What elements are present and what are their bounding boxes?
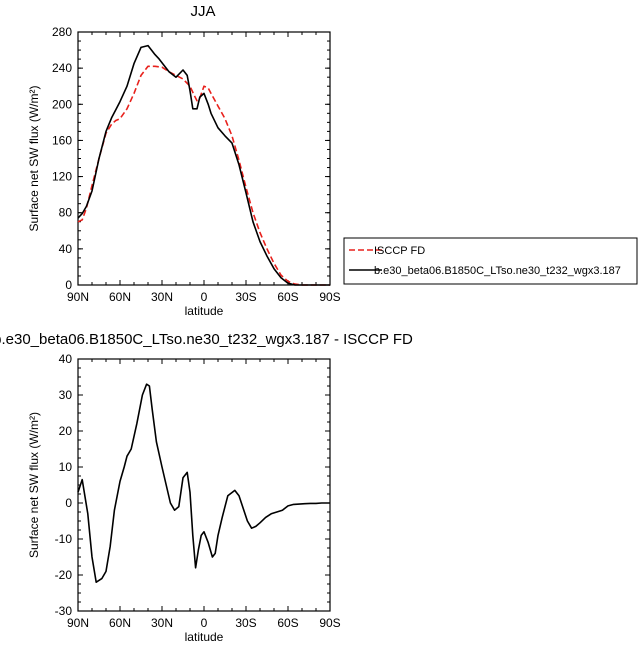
top-x-tick-label: 90S: [319, 290, 340, 304]
bottom-chart-title: b.e30_beta06.B1850C_LTso.ne30_t232_wgx3.…: [0, 331, 413, 348]
bottom-plot-frame: [77, 358, 331, 612]
top-y-tick-label: 40: [59, 242, 73, 256]
legend-label-1: ISCCP FD: [374, 245, 425, 257]
bottom-y-tick-label: -20: [55, 568, 73, 582]
top-x-axis-label: latitude: [185, 304, 224, 318]
bottom-y-tick-label: -30: [55, 604, 73, 618]
top-x-tick-label: 60S: [277, 290, 298, 304]
bottom-x-tick-label: 60S: [277, 616, 298, 630]
top-y-tick-label: 200: [52, 97, 72, 111]
bottom-x-tick-label: 0: [201, 616, 208, 630]
bottom-y-tick-label: 40: [59, 352, 73, 366]
top-y-tick-label: 120: [52, 170, 72, 184]
bottom-x-tick-label: 30N: [151, 616, 173, 630]
bottom-y-tick-label: -10: [55, 532, 73, 546]
bottom-y-tick-label: 10: [59, 460, 73, 474]
top-plot-frame: [77, 31, 331, 286]
bottom-x-axis-label: latitude: [185, 630, 224, 644]
top-x-tick-label: 30S: [235, 290, 256, 304]
legend-box: [343, 237, 638, 285]
bottom-y-tick-label: 0: [65, 496, 72, 510]
bottom-y-tick-label: 30: [59, 388, 73, 402]
bottom-y-tick-label: 20: [59, 424, 73, 438]
top-y-axis-label: Surface net SW flux (W/m²): [27, 85, 41, 231]
top-y-tick-label: 0: [65, 278, 72, 292]
top-y-tick-label: 280: [52, 25, 72, 39]
bottom-x-tick-label: 30S: [235, 616, 256, 630]
top-series-line-1: [77, 65, 330, 286]
top-x-tick-label: 0: [201, 290, 208, 304]
top-x-tick-label: 30N: [151, 290, 173, 304]
top-x-tick-label: 90N: [67, 290, 89, 304]
top-x-tick-label: 60N: [109, 290, 131, 304]
top-y-tick-label: 80: [59, 206, 73, 220]
bottom-series-line-1: [77, 383, 330, 584]
bottom-x-tick-label: 90N: [67, 616, 89, 630]
legend-label-2: b.e30_beta06.B1850C_LTso.ne30_t232_wgx3.…: [374, 265, 621, 277]
bottom-y-axis-label: Surface net SW flux (W/m²): [27, 412, 41, 558]
top-y-tick-label: 240: [52, 61, 72, 75]
top-series-line-2: [77, 44, 330, 286]
top-chart-title: JJA: [190, 3, 215, 20]
bottom-x-tick-label: 90S: [319, 616, 340, 630]
bottom-x-tick-label: 60N: [109, 616, 131, 630]
top-y-tick-label: 160: [52, 133, 72, 147]
